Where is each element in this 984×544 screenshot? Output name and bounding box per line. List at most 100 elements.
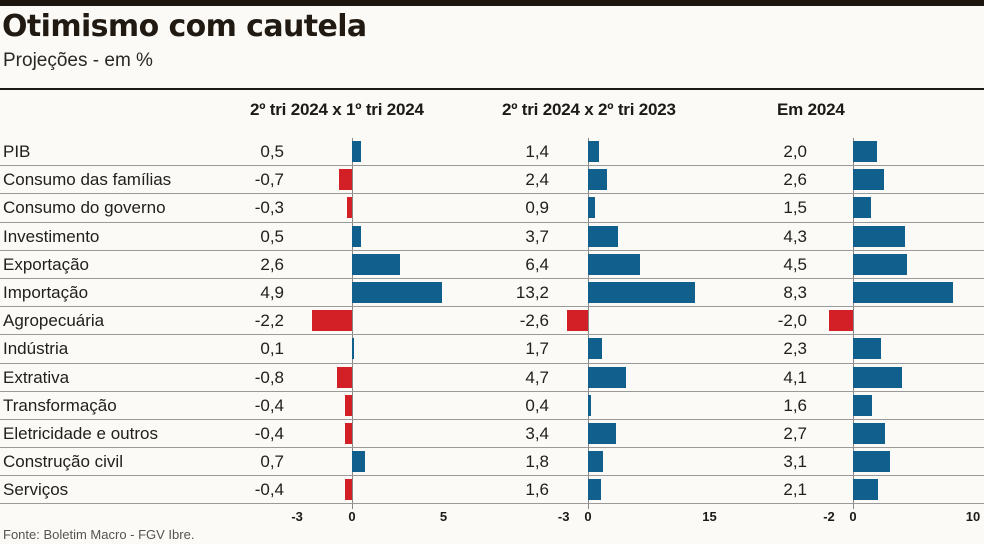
axis-zero-line [352, 138, 353, 509]
value-label: 4,5 [783, 254, 807, 274]
table-row: Consumo das famílias -0,7 2,4 2,6 [0, 166, 984, 195]
value-label: 4,9 [260, 282, 284, 302]
axis-tick-label: 15 [702, 509, 717, 524]
row-label: Importação [3, 282, 89, 302]
value-label: 1,6 [783, 395, 807, 415]
value-label: 2,1 [783, 480, 807, 500]
bar-positive [853, 422, 886, 444]
bar-negative [346, 197, 352, 219]
top-rule [0, 0, 984, 6]
value-label: 8,3 [783, 282, 807, 302]
table-row: Extrativa -0,8 4,7 4,1 [0, 364, 984, 392]
value-label: 3,7 [525, 226, 549, 246]
bar-positive [588, 253, 640, 275]
row-label: Consumo das famílias [3, 170, 172, 190]
bar-negative [339, 169, 352, 191]
bar-positive [588, 197, 596, 219]
table-row: Agropecuária -2,2 -2,6 -2,0 [0, 307, 984, 336]
value-label: 1,8 [525, 452, 549, 472]
table-row: Consumo do governo -0,3 0,9 1,5 [0, 194, 984, 223]
bar-positive [853, 451, 891, 473]
row-label: Indústria [3, 339, 69, 359]
table-row: Construção civil 0,7 1,8 3,1 [0, 448, 984, 477]
bar-positive [853, 197, 871, 219]
value-label: -0,7 [254, 170, 284, 190]
table-row: Serviços -0,4 1,6 2,1 [0, 476, 984, 505]
column-header-quarter-vs-prev-quarter: 2º tri 2024 x 1º tri 2024 [250, 100, 424, 119]
value-label: -2,6 [519, 311, 549, 331]
row-label: Exportação [3, 254, 89, 274]
value-label: 3,1 [783, 452, 807, 472]
value-label: 1,5 [783, 198, 807, 218]
bar-positive [352, 281, 442, 303]
table-row: Exportação 2,6 6,4 4,5 [0, 251, 984, 279]
value-label: 2,6 [260, 254, 284, 274]
value-label: 2,0 [783, 142, 807, 161]
value-label: 2,3 [783, 339, 807, 359]
value-label: 6,4 [525, 254, 549, 274]
bar-positive [853, 366, 903, 388]
value-label: 3,4 [525, 423, 549, 443]
bar-positive [588, 169, 608, 191]
row-label: Extrativa [3, 367, 70, 387]
header-rule [0, 88, 984, 90]
value-label: 4,1 [783, 367, 807, 387]
chart-subtitle: Projeções - em % [3, 50, 153, 71]
table-row: Transformação -0,4 0,4 1,6 [0, 392, 984, 420]
bar-positive [853, 253, 907, 275]
value-label: -2,2 [254, 311, 284, 331]
column-header-quarter-vs-year-ago: 2º tri 2024 x 2º tri 2023 [502, 100, 676, 119]
bar-positive [588, 141, 600, 162]
bar-negative [344, 422, 352, 444]
value-label: 4,7 [525, 367, 549, 387]
table-row: Investimento 0,5 3,7 4,3 [0, 223, 984, 251]
bar-positive [853, 225, 905, 247]
value-label: 4,3 [783, 226, 807, 246]
axis-zero-line [588, 138, 589, 509]
axis-zero-line [853, 138, 854, 509]
bar-positive [352, 338, 354, 360]
axis-tick-label: -3 [291, 509, 303, 524]
value-label: 0,5 [260, 226, 284, 246]
row-label: Transformação [3, 395, 117, 415]
bar-positive [853, 394, 873, 416]
bar-negative [311, 310, 352, 332]
axis-tick-label: 0 [584, 509, 592, 524]
bar-positive [853, 281, 953, 303]
row-label: Consumo do governo [3, 198, 166, 218]
table-body: PIB 0,5 1,4 2,0 Consumo das famílias -0,7 2,4 2… [0, 138, 984, 505]
value-label: -0,4 [254, 423, 284, 443]
table-row: PIB 0,5 1,4 2,0 [0, 138, 984, 167]
bar-negative [337, 366, 352, 388]
bar-positive [588, 394, 592, 416]
bar-negative [566, 310, 588, 332]
value-label: 1,6 [525, 480, 549, 500]
table-row: Eletricidade e outros -0,4 3,4 2,7 [0, 420, 984, 449]
value-label: 0,5 [260, 142, 284, 161]
value-label: 0,7 [260, 452, 284, 472]
table-row: Importação 4,9 13,2 8,3 [0, 279, 984, 308]
bar-positive [588, 366, 627, 388]
value-label: 2,4 [525, 170, 549, 190]
bar-positive [853, 338, 881, 360]
value-label: 0,1 [260, 339, 284, 359]
bar-positive [853, 141, 877, 162]
bar-positive [352, 451, 365, 473]
axis-tick-label: -2 [823, 509, 835, 524]
row-label: Eletricidade e outros [3, 423, 158, 443]
value-label: -0,3 [254, 198, 284, 218]
bar-positive [352, 141, 362, 162]
bar-positive [853, 169, 885, 191]
bar-negative [344, 479, 352, 501]
bar-positive [588, 281, 695, 303]
bar-positive [352, 225, 362, 247]
axis-tick-label: 10 [965, 509, 981, 524]
axis-tick-label: 0 [849, 509, 857, 524]
chart-title: Otimismo com cautela [2, 9, 367, 44]
row-label: Investimento [3, 226, 100, 246]
bar-positive [588, 422, 616, 444]
value-label: 0,4 [525, 395, 549, 415]
source-note: Fonte: Boletim Macro - FGV Ibre. [3, 527, 195, 542]
bar-positive [853, 479, 879, 501]
